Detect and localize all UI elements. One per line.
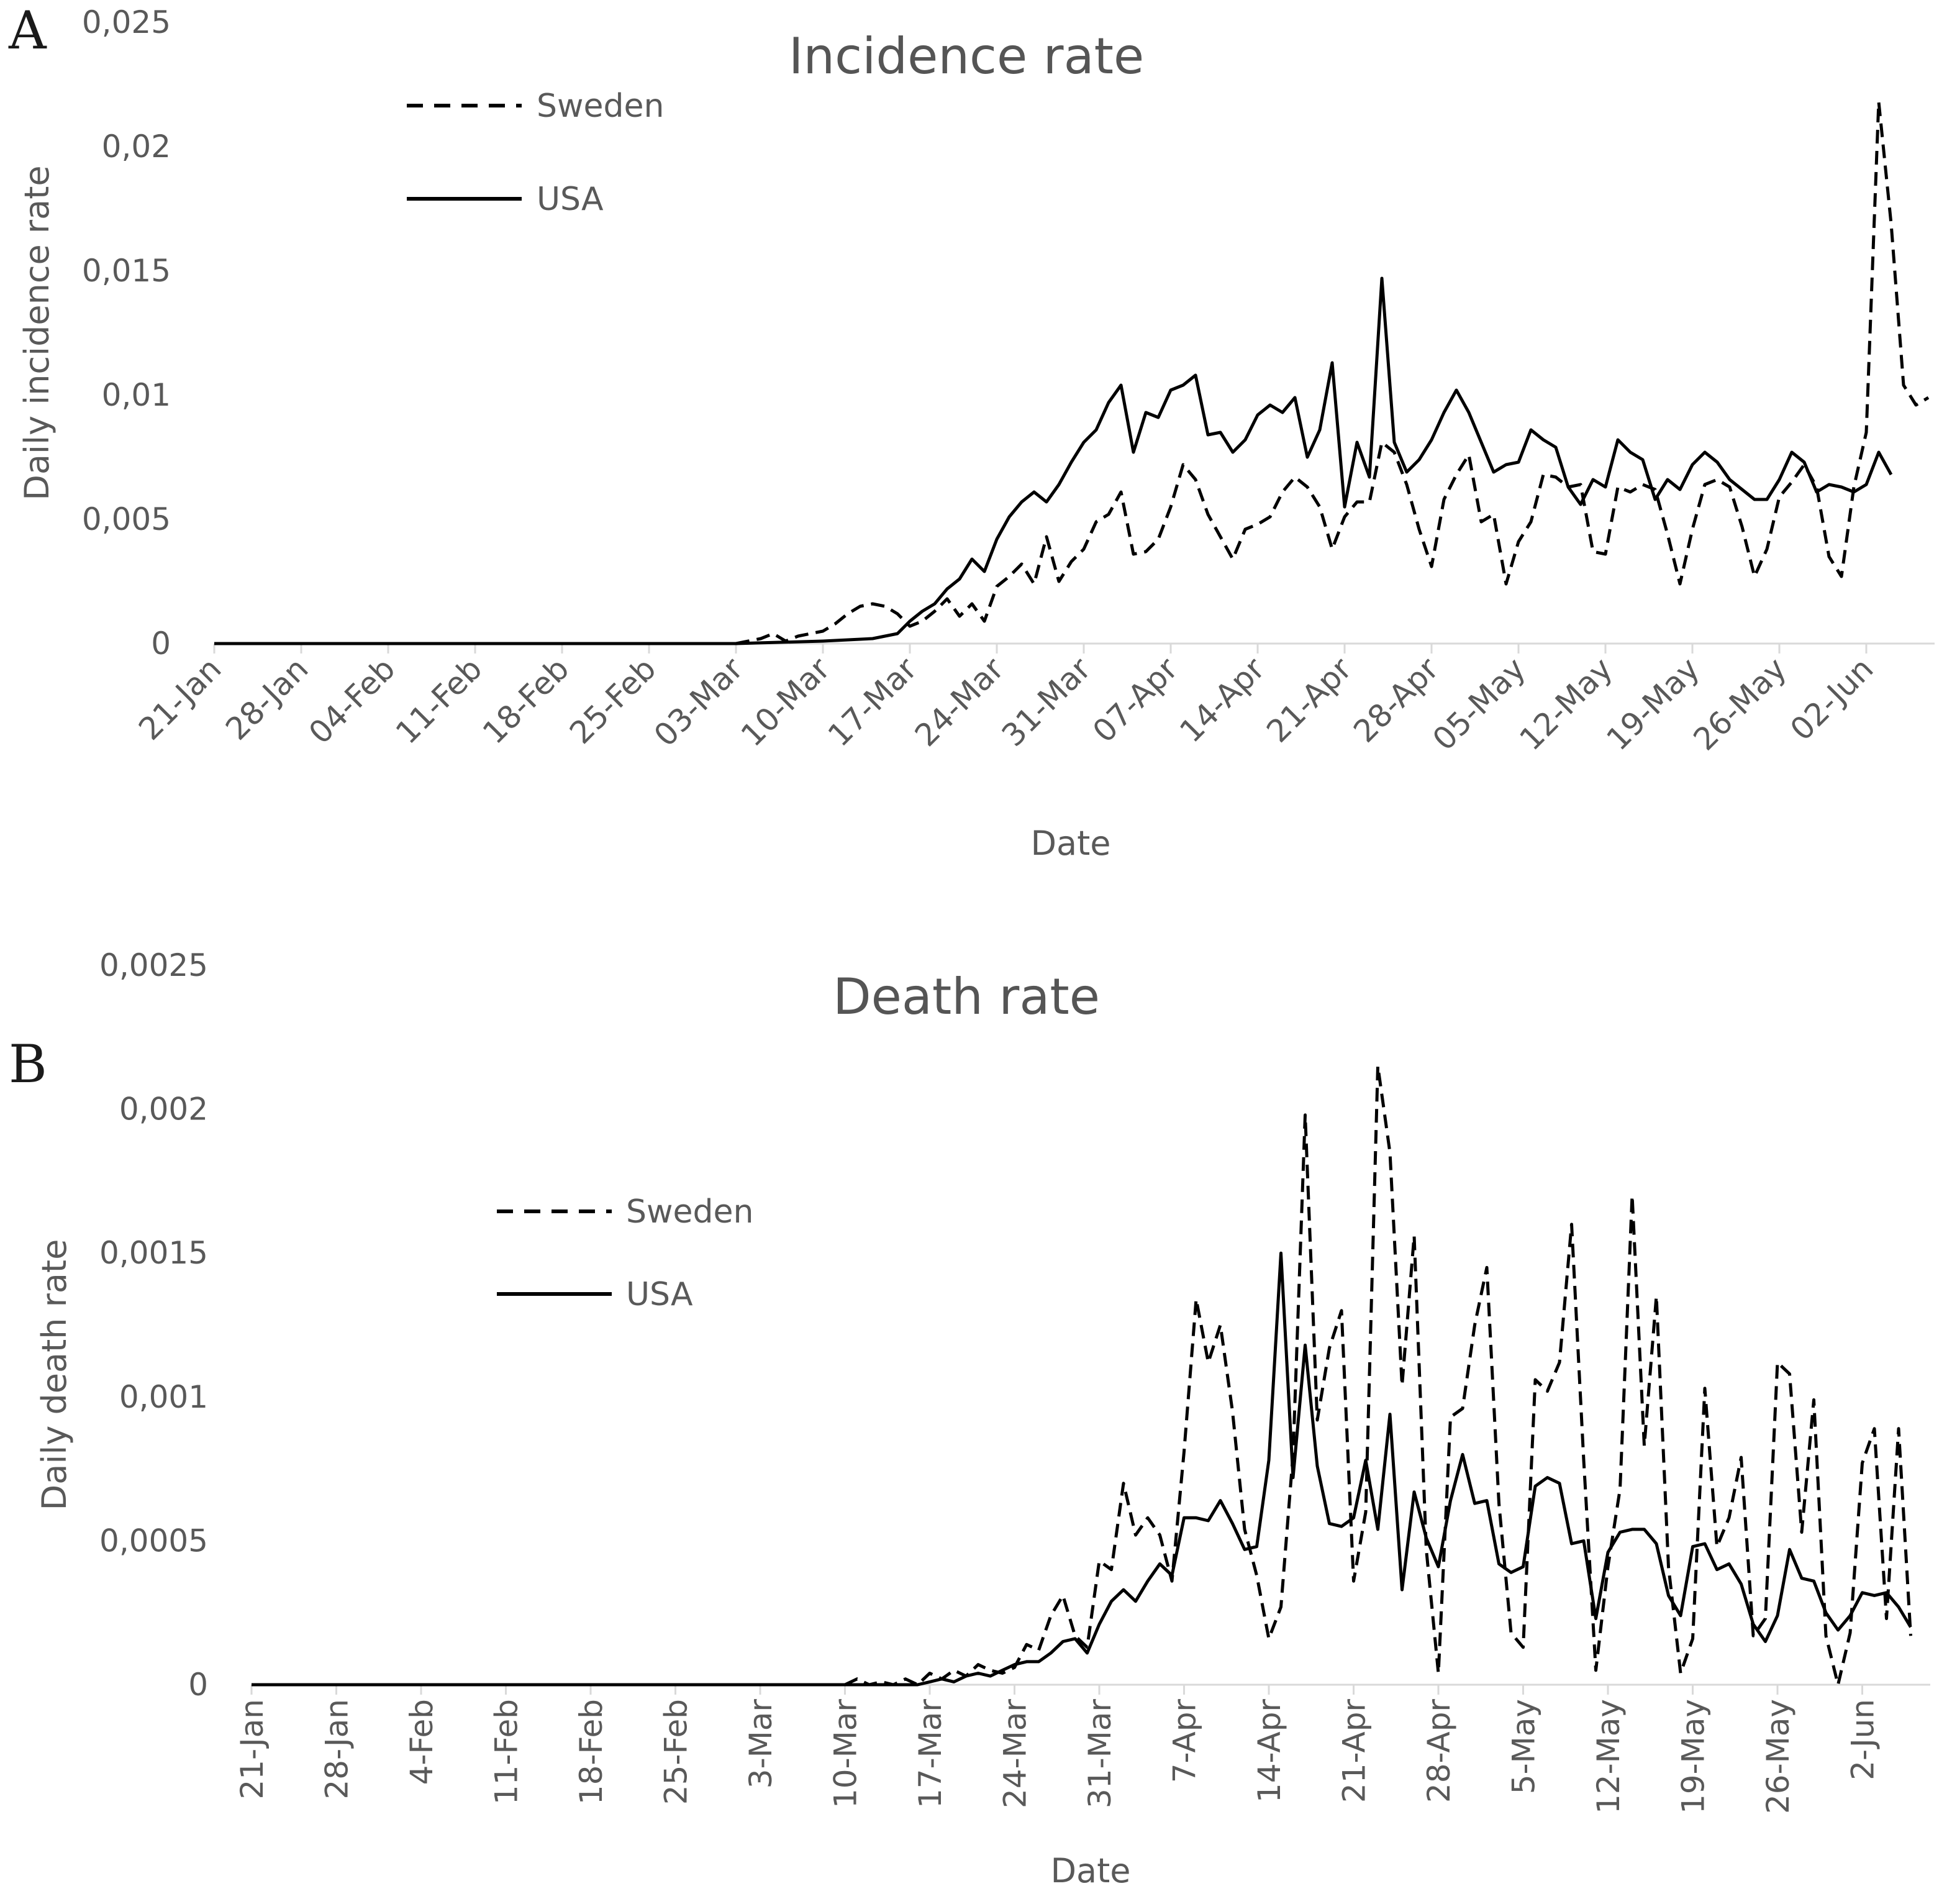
x-tick-label: 28-Apr (1421, 1699, 1457, 1803)
x-tick-label: 4-Feb (404, 1699, 440, 1785)
y-tick-label: 0,0005 (99, 1523, 208, 1559)
x-tick-label: 7-Apr (1167, 1699, 1203, 1783)
x-axis-label: Date (1050, 1851, 1130, 1890)
series-line-usa (252, 1251, 1912, 1687)
chart-title: Death rate (833, 968, 1100, 1026)
x-tick-label: 10-Mar (734, 650, 837, 754)
x-tick-label: 12-May (1513, 650, 1620, 757)
x-tick-label: 18-Feb (476, 650, 576, 750)
x-tick-label: 04-Feb (302, 650, 402, 750)
x-tick-label: 24-Mar (908, 650, 1011, 754)
x-tick-label: 14-Apr (1251, 1699, 1287, 1803)
y-axis-label: Daily incidence rate (17, 165, 57, 500)
y-tick-label: 0,0015 (99, 1235, 208, 1271)
x-tick-label: 24-Mar (997, 1699, 1033, 1808)
legend-label-sweden: Sweden (537, 88, 665, 125)
x-axis-label: Date (1030, 824, 1110, 863)
y-tick-label: 0,001 (119, 1379, 208, 1415)
y-axis-label: Daily death rate (35, 1239, 74, 1511)
x-tick-label: 12-May (1591, 1699, 1627, 1814)
x-tick-label: 10-Mar (828, 1699, 864, 1808)
x-tick-label: 19-May (1600, 650, 1707, 757)
y-tick-label: 0,02 (102, 129, 171, 165)
death-rate-chart: B Death rate Daily death rate Date Swede… (9, 947, 1930, 1890)
x-tick-label: 25-Feb (563, 650, 663, 750)
x-tick-label: 03-Mar (647, 650, 750, 754)
x-tick-label: 2-Jun (1845, 1699, 1881, 1780)
y-tick-label: 0 (151, 626, 171, 662)
x-tick-label: 31-Mar (995, 650, 1098, 754)
x-tick-label: 05-May (1426, 650, 1533, 757)
x-tick-label: 26-May (1760, 1699, 1796, 1814)
x-tick-label: 07-Apr (1086, 650, 1184, 749)
panel-label-b: B (9, 1034, 47, 1095)
x-ticks: 21-Jan 28-Jan 4-Feb 11-Feb 18-Feb 25-Feb 3-Mar… (234, 1685, 1881, 1814)
chart-title: Incidence rate (789, 27, 1144, 85)
x-ticks: 21-Jan28-Jan04-Feb11-Feb18-Feb25-Feb03-M… (132, 644, 1880, 757)
incidence-rate-chart: A Incidence rate Daily incidence rate Da… (8, 0, 1935, 863)
x-tick-label: 21-Apr (1337, 1699, 1373, 1803)
x-tick-label: 21-Apr (1260, 650, 1358, 749)
y-ticks: 0 0,0005 0,001 0,0015 0,002 0,0025 (99, 947, 208, 1703)
x-tick-label: 21-Jan (132, 650, 228, 747)
y-tick-label: 0,0025 (99, 947, 208, 983)
x-tick-label: 21-Jan (234, 1699, 270, 1800)
series-line-sweden (844, 1064, 1912, 1687)
x-tick-label: 11-Feb (489, 1699, 525, 1805)
x-tick-label: 14-Apr (1173, 650, 1271, 749)
x-tick-label: 02-Jun (1784, 650, 1881, 747)
y-tick-label: 0,005 (82, 501, 171, 537)
y-tick-label: 0,002 (119, 1091, 208, 1127)
x-tick-label: 28-Jan (319, 1699, 355, 1800)
legend-label-sweden: Sweden (626, 1193, 754, 1231)
x-tick-label: 17-Mar (821, 650, 924, 754)
y-tick-label: 0,025 (82, 4, 171, 40)
x-tick-label: 18-Feb (573, 1699, 609, 1805)
series-line-sweden (735, 100, 1930, 645)
series (214, 100, 1930, 645)
y-tick-label: 0,01 (102, 377, 171, 413)
x-tick-label: 26-May (1687, 650, 1794, 757)
y-ticks: 0 0,005 0,01 0,015 0,02 0,025 (82, 4, 171, 662)
x-tick-label: 28-Jan (219, 650, 315, 747)
x-tick-label: 5-May (1506, 1699, 1542, 1794)
legend-label-usa: USA (626, 1276, 693, 1313)
x-tick-label: 11-Feb (389, 650, 489, 750)
y-tick-label: 0 (188, 1667, 208, 1703)
y-tick-label: 0,015 (82, 253, 171, 289)
x-tick-label: 17-Mar (912, 1699, 948, 1808)
legend-label-usa: USA (537, 181, 604, 218)
x-tick-label: 3-Mar (743, 1699, 779, 1789)
series (252, 1064, 1912, 1687)
x-tick-label: 25-Feb (658, 1699, 694, 1805)
panel-label-a: A (8, 0, 47, 61)
legend: Sweden USA (497, 1193, 754, 1313)
series-line-usa (214, 276, 1893, 645)
legend: Sweden USA (407, 88, 665, 218)
x-tick-label: 31-Mar (1082, 1699, 1118, 1808)
x-tick-label: 19-May (1676, 1699, 1712, 1814)
